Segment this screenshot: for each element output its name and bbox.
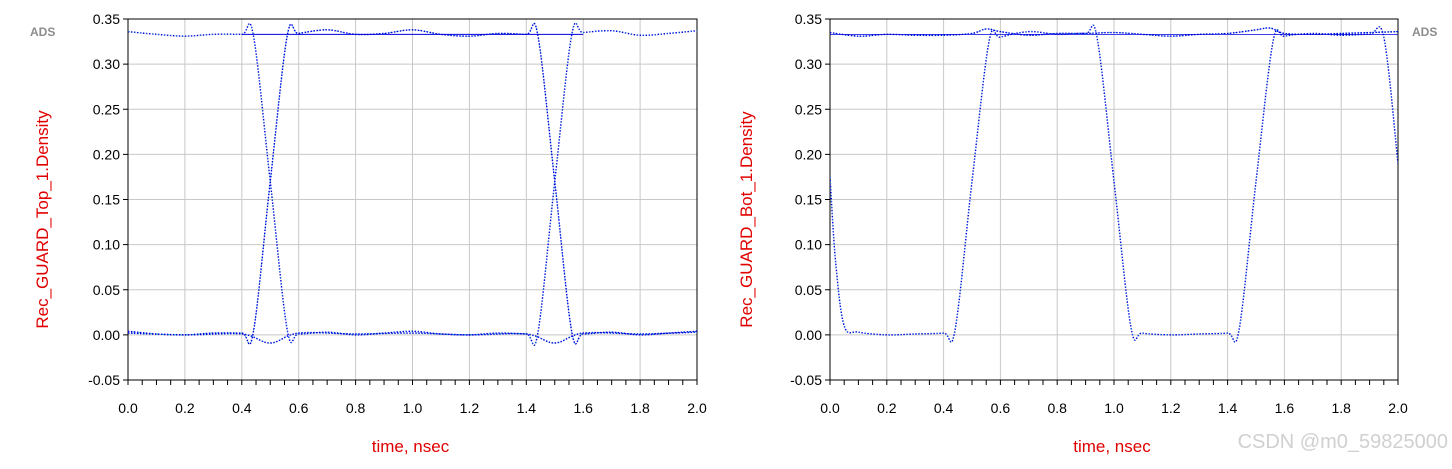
x-tick-label: 1.0 [1104, 400, 1124, 416]
x-axis-label: time, nsec [372, 437, 450, 456]
y-tick-label: 0.30 [93, 56, 120, 72]
x-tick-label: 1.6 [1275, 400, 1295, 416]
x-tick-label: 1.6 [573, 400, 593, 416]
y-tick-label: 0.15 [795, 192, 822, 208]
y-tick-label: 0.20 [93, 146, 120, 162]
x-tick-label: 1.2 [1161, 400, 1181, 416]
chart-top-density: 0.0 0.2 0.4 0.6 0.8 1.0 1.2 1.4 1.6 1.8 2.0 -0.05 0.… [30, 11, 707, 456]
x-tick-label: 2.0 [1388, 400, 1408, 416]
y-tick-label: 0.35 [795, 11, 822, 27]
y-tick-label: 0.10 [795, 237, 822, 253]
x-tick-label: 0.6 [289, 400, 309, 416]
y-axis-label: Rec_GUARD_Top_1.Density [33, 110, 52, 329]
y-tick-label: 0.35 [93, 11, 120, 27]
series-line [128, 22, 697, 345]
x-tick-label: 0.8 [1047, 400, 1067, 416]
x-tick-label: 1.8 [630, 400, 650, 416]
y-tick-label: 0.05 [93, 282, 120, 298]
x-tick-label: 0.0 [820, 400, 840, 416]
y-tick-label: 0.10 [93, 237, 120, 253]
series-line-overlay [830, 24, 1398, 343]
ads-badge: ADS [30, 25, 55, 39]
y-tick-label: 0.25 [795, 101, 822, 117]
y-tick-label: -0.05 [790, 372, 822, 388]
plot-frame [829, 18, 1399, 381]
x-tick-label: 1.0 [403, 400, 423, 416]
y-axis-label: Rec_GUARD_Bot_1.Density [737, 111, 756, 328]
series-line [128, 331, 697, 344]
x-tick-label: 0.2 [175, 400, 195, 416]
y-tick-label: 0.30 [795, 56, 822, 72]
x-tick-label: 1.4 [517, 400, 537, 416]
x-tick-label: 1.2 [460, 400, 480, 416]
x-axis-label: time, nsec [1073, 437, 1151, 456]
x-tick-label: 2.0 [687, 400, 707, 416]
x-tick-label: 0.8 [346, 400, 366, 416]
x-tick-label: 1.4 [1218, 400, 1238, 416]
y-tick-label: 0.15 [93, 192, 120, 208]
y-tick-label: 0.00 [795, 327, 822, 343]
series-group [128, 22, 697, 346]
ads-badge: ADS [1412, 25, 1437, 39]
plot-frame [127, 18, 698, 381]
y-tick-label: 0.00 [93, 327, 120, 343]
x-tick-label: 0.4 [934, 400, 954, 416]
series-group [830, 24, 1398, 343]
chart-bottom-density: 0.0 0.2 0.4 0.6 0.8 1.0 1.2 1.4 1.6 1.8 2.0 -0.05 0.… [737, 11, 1437, 456]
y-tick-label: 0.20 [795, 146, 822, 162]
x-tick-label: 1.8 [1331, 400, 1351, 416]
watermark: CSDN @m0_59825000 [1238, 431, 1448, 453]
x-tick-label: 0.0 [118, 400, 138, 416]
x-tick-label: 0.2 [877, 400, 897, 416]
x-tick-label: 0.4 [232, 400, 252, 416]
y-tick-label: 0.05 [795, 282, 822, 298]
x-tick-label: 0.6 [991, 400, 1011, 416]
series-line-overlay [128, 22, 697, 346]
y-tick-label: 0.25 [93, 101, 120, 117]
y-tick-label: -0.05 [88, 372, 120, 388]
